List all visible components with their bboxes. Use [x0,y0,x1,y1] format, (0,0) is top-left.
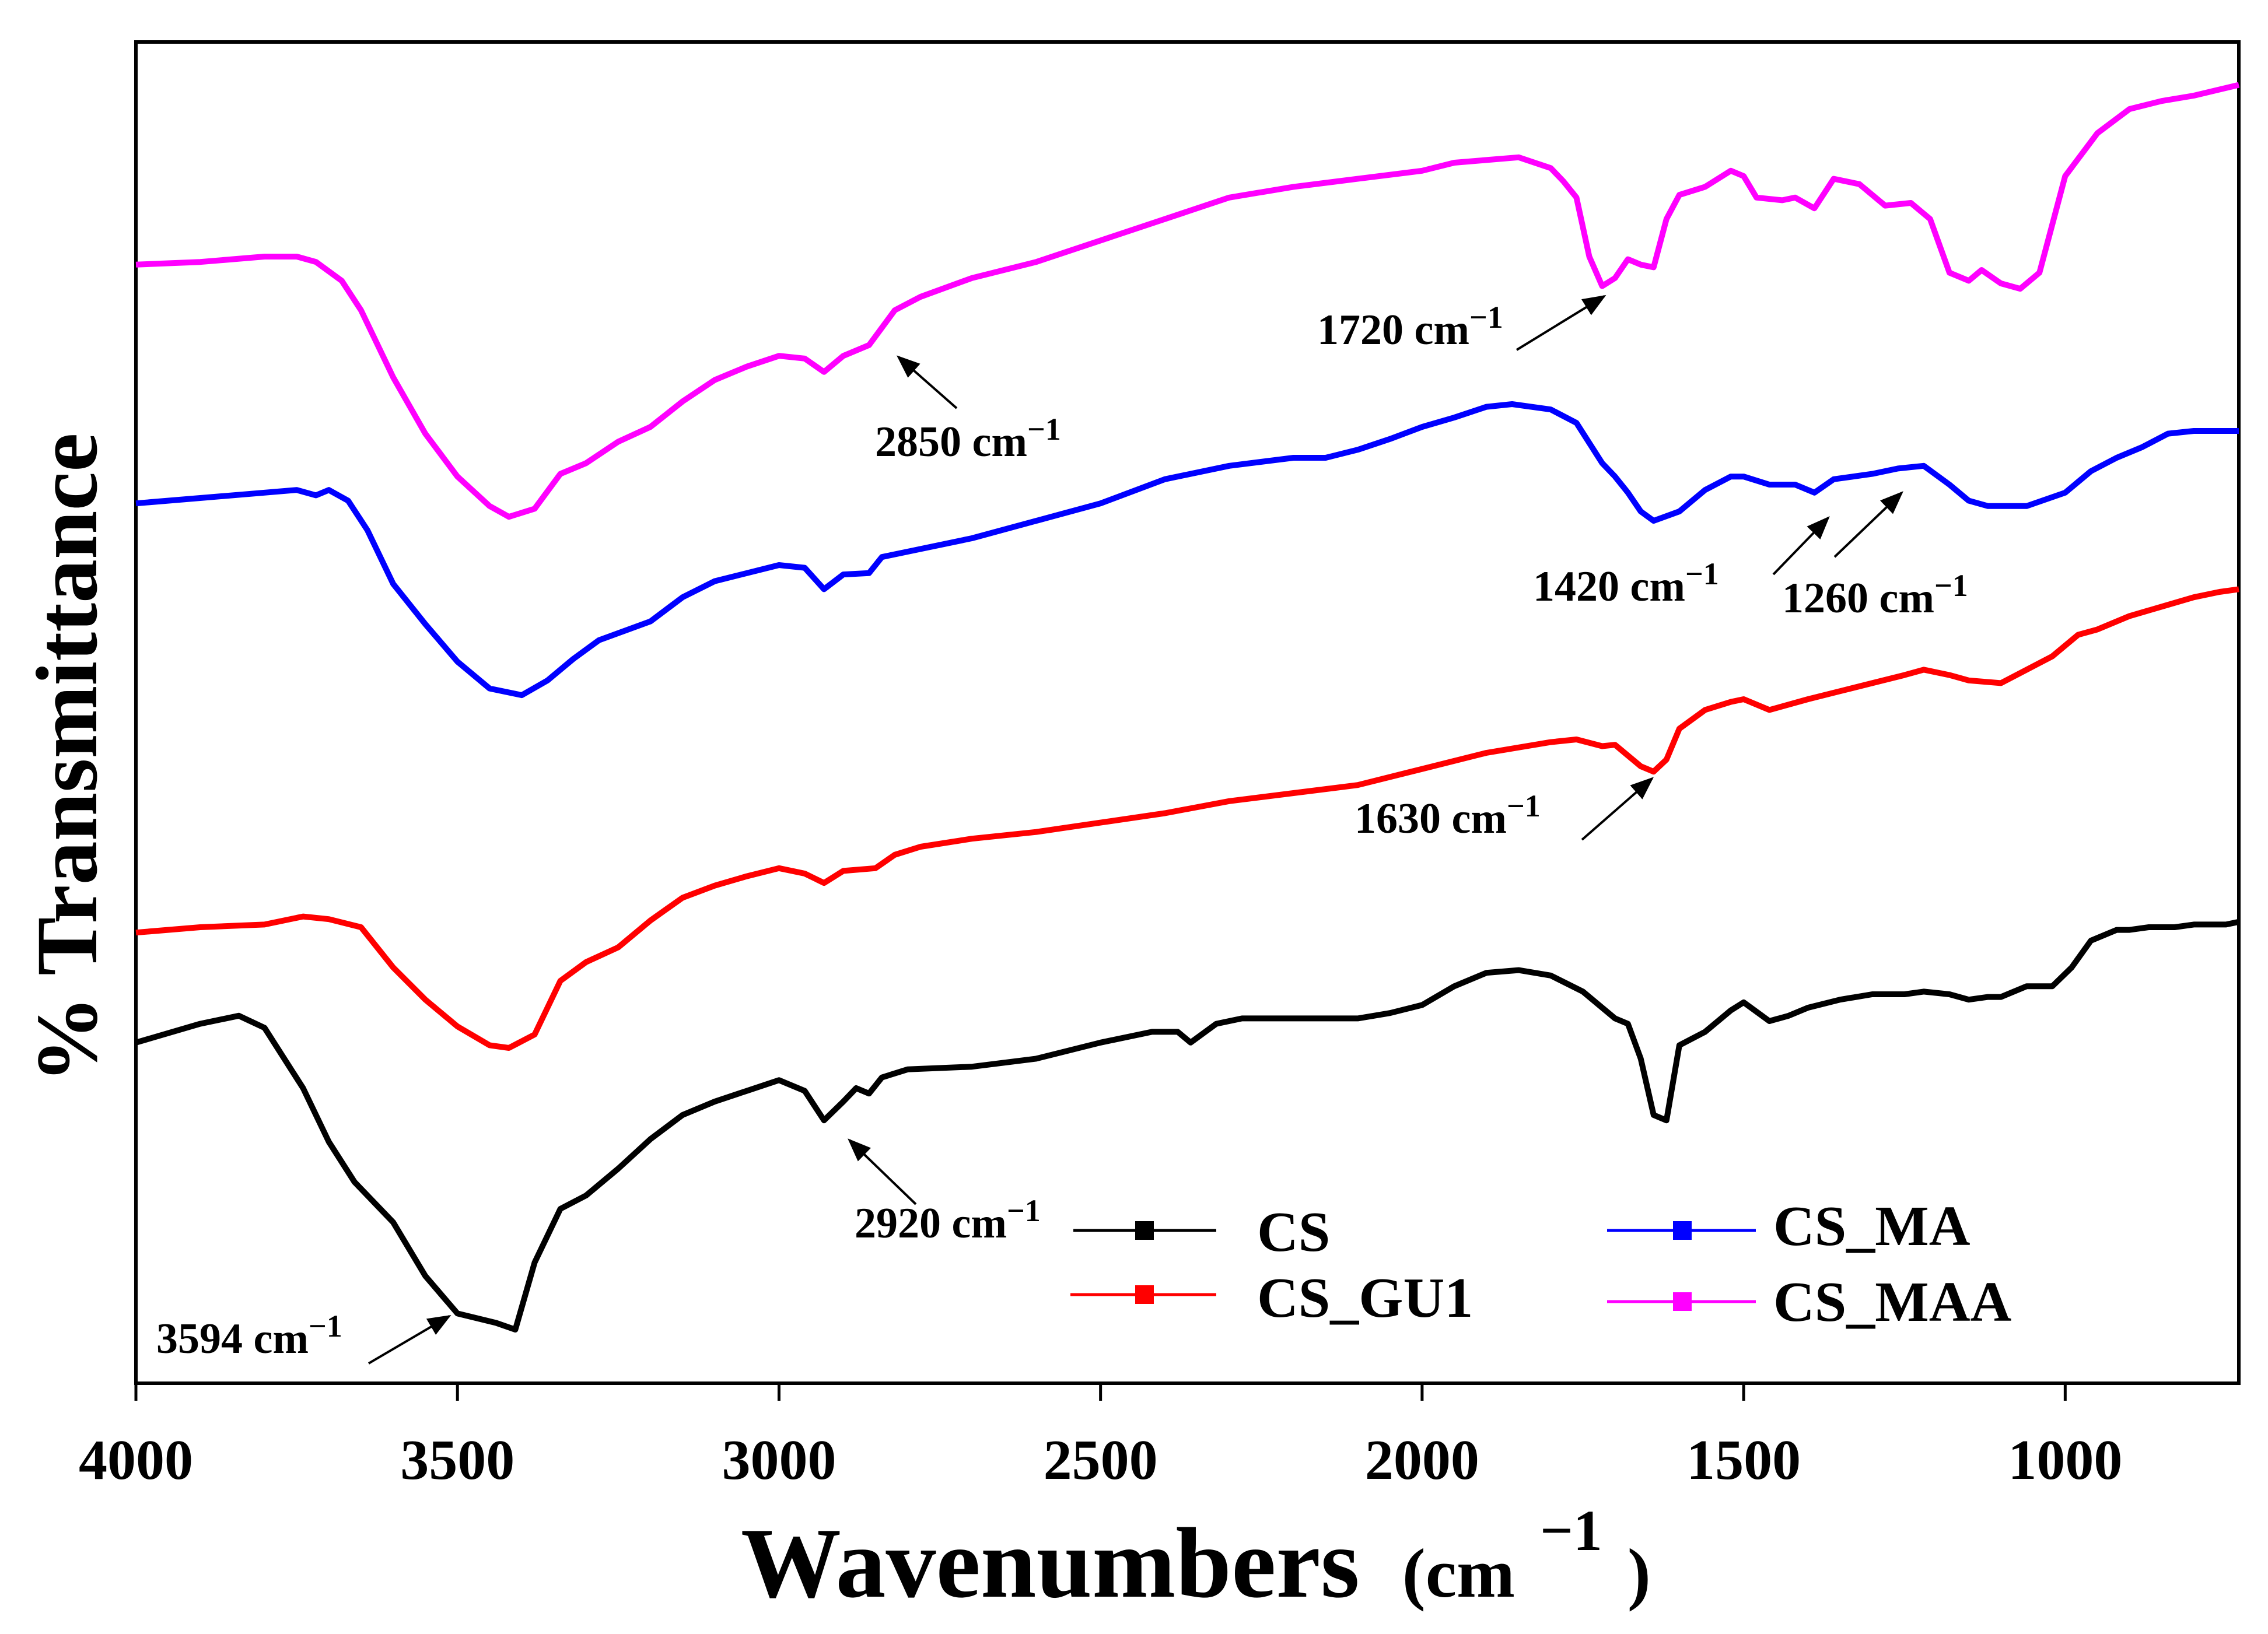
annotation-3594: 3594 cm−1 [156,1309,342,1363]
x-axis: 4000 3500 3000 2500 2000 1500 1000 [79,1383,2122,1492]
annotation-exponent: −1 [1027,412,1061,447]
annotation-exponent: −1 [309,1309,342,1344]
x-tick-label: 1000 [2008,1429,2122,1492]
series-line-cs [135,918,2240,1333]
annotation-label: 1630 cm [1354,795,1507,843]
annotation-label: 1420 cm [1533,563,1685,611]
x-axis-unit-close: ) [1628,1534,1651,1612]
x-tick-label: 3500 [400,1429,514,1492]
legend-marker-cs-maa [1673,1292,1692,1311]
annotation-arrow [1516,294,1606,351]
annotation-1260: 1260 cm−1 [1782,568,1968,622]
x-axis-unit-open: (cm [1402,1534,1515,1612]
x-axis-title: Wavenumbers (cm −1 ) [741,1461,1651,1619]
annotation-label: 1260 cm [1782,574,1934,622]
legend-label-cs-ma: CS_MA [1773,1195,1971,1258]
legend: CS CS_GU1 CS_MA CS_MAA [1070,1195,2012,1334]
series-line-cs-gu1 [135,586,2239,1051]
annotation-arrow [1772,516,1830,576]
legend-marker-cs-ma [1673,1221,1692,1240]
annotation-1420: 1420 cm−1 [1533,556,1719,611]
legend-marker-cs-gu1 [1135,1285,1154,1304]
annotation-label: 3594 cm [156,1315,309,1363]
series-line-cs-maa [135,82,2240,520]
annotation-label: 2920 cm [855,1200,1007,1247]
annotation-2850: 2850 cm−1 [875,412,1061,466]
legend-marker-cs [1135,1221,1154,1240]
legend-label-cs-gu1: CS_GU1 [1257,1267,1473,1330]
annotation-label: 1720 cm [1317,306,1469,354]
x-tick-label: 2000 [1365,1429,1479,1492]
x-axis-title-text: Wavenumbers [741,1508,1360,1619]
x-axis-unit-exponent: −1 [1540,1498,1602,1563]
annotation-arrow [1833,491,1903,558]
y-axis-title: % Transmittance [19,433,116,1083]
annotation-exponent: −1 [1507,788,1541,823]
annotation-arrow [848,1138,917,1205]
annotation-exponent: −1 [1685,556,1719,591]
annotation-label: 2850 cm [875,418,1027,466]
x-tick-label: 1500 [1686,1429,1801,1492]
legend-label-cs: CS [1257,1201,1330,1264]
annotation-1630: 1630 cm−1 [1354,788,1541,843]
annotation-1720: 1720 cm−1 [1317,300,1503,354]
legend-label-cs-maa: CS_MAA [1773,1271,2012,1334]
annotation-arrow [1581,777,1654,841]
series-line-cs-ma [135,401,2239,699]
x-tick-label: 2500 [1044,1429,1158,1492]
series-group [135,82,2240,1333]
annotation-2920: 2920 cm−1 [855,1193,1041,1247]
annotation-exponent: −1 [1007,1193,1041,1228]
annotation-arrow [368,1314,452,1365]
annotation-arrow [896,355,958,409]
annotation-exponent: −1 [1934,568,1968,603]
plot-frame [134,40,2241,1385]
x-tick-label: 3000 [722,1429,836,1492]
annotations: 3594 cm−1 2920 cm−1 2850 cm−1 1720 cm−1 … [156,294,1968,1365]
annotation-exponent: −1 [1469,300,1503,335]
x-tick-label: 4000 [79,1429,193,1492]
